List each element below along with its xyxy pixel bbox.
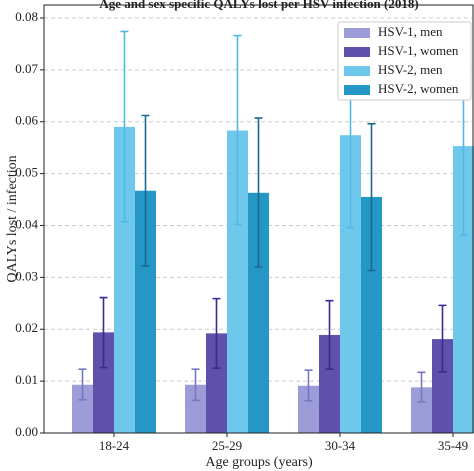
- legend-swatch: [344, 66, 370, 76]
- y-axis-label: QALYs lost / infection: [5, 155, 20, 282]
- legend-label: HSV-1, men: [378, 24, 443, 39]
- error-bar: [141, 114, 150, 267]
- bar: [248, 192, 269, 433]
- y-tick-label: 0.01: [15, 372, 38, 387]
- error-bar: [99, 296, 108, 369]
- bar: [340, 135, 361, 433]
- legend-swatch: [344, 85, 370, 95]
- error-bar: [212, 297, 221, 369]
- error-bar: [325, 299, 334, 370]
- error-bar: [191, 368, 200, 402]
- y-tick-label: 0.07: [15, 61, 38, 76]
- x-tick-label: 30-34: [325, 438, 356, 453]
- bar: [432, 339, 453, 433]
- bar: [93, 332, 114, 433]
- y-tick-label: 0.00: [15, 424, 38, 439]
- y-tick-label: 0.04: [15, 216, 38, 231]
- legend-label: HSV-2, men: [378, 62, 443, 77]
- bar: [185, 384, 206, 433]
- y-tick-label: 0.08: [15, 9, 38, 24]
- bar: [72, 384, 93, 433]
- legend-label: HSV-1, women: [378, 43, 459, 58]
- error-bar: [438, 304, 447, 373]
- bar: [206, 333, 227, 433]
- legend-swatch: [344, 47, 370, 57]
- y-tick-label: 0.06: [15, 113, 38, 128]
- x-tick-label: 18-24: [99, 438, 130, 453]
- x-tick-label: 35-49: [438, 438, 468, 453]
- bar: [135, 190, 156, 433]
- error-bar: [78, 368, 87, 401]
- bar: [227, 130, 248, 433]
- error-bar: [367, 123, 376, 272]
- legend-label: HSV-2, women: [378, 81, 459, 96]
- legend-swatch: [344, 28, 370, 38]
- y-tick-label: 0.05: [15, 165, 38, 180]
- bar: [298, 385, 319, 433]
- bar: [319, 334, 340, 433]
- error-bar: [417, 371, 426, 403]
- bar: [453, 146, 474, 434]
- bar: [411, 387, 432, 433]
- bar: [361, 196, 382, 433]
- error-bar: [233, 34, 242, 226]
- legend-box: [337, 21, 472, 101]
- error-bar: [254, 117, 263, 268]
- error-bar: [120, 30, 129, 223]
- y-tick-label: 0.02: [15, 320, 38, 335]
- error-bar: [304, 369, 313, 402]
- bar: [114, 126, 135, 433]
- x-tick-label: 25-29: [212, 438, 242, 453]
- y-tick-label: 0.03: [15, 268, 38, 283]
- plot-frame: [43, 4, 474, 434]
- x-axis-label: Age groups (years): [205, 455, 313, 470]
